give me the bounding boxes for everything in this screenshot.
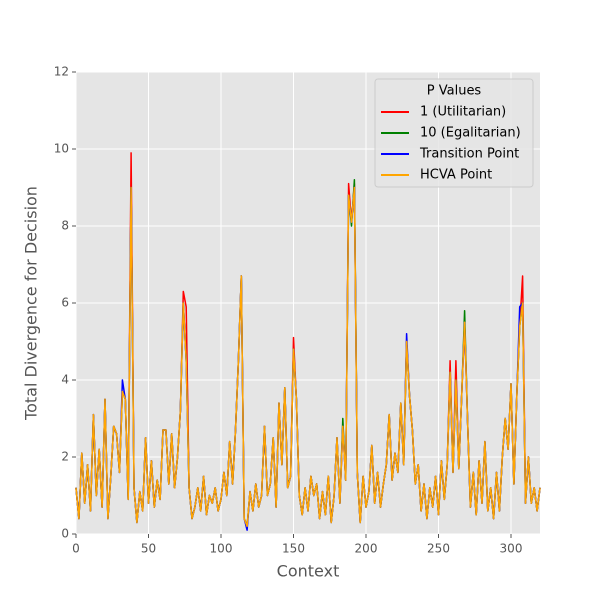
y-tick-label: 8: [61, 219, 69, 233]
y-tick-label: 2: [61, 450, 69, 464]
legend: P Values 1 (Utilitarian) 10 (Egalitarian)…: [374, 78, 534, 188]
y-tick-label: 0: [61, 527, 69, 541]
series-line: [75, 186, 541, 528]
legend-label: HCVA Point: [420, 168, 492, 183]
x-tick-label: 50: [141, 542, 156, 556]
x-tick-label: 150: [282, 542, 305, 556]
y-tick-label: 10: [54, 142, 69, 156]
x-tick-label: 300: [500, 542, 523, 556]
x-axis-label: Context: [277, 562, 340, 581]
legend-box: [374, 78, 534, 188]
x-tick-label: 100: [210, 542, 233, 556]
ticks: 0 50 100 150 200 250 300 0 2 4 6 8 10 12: [54, 65, 523, 556]
legend-label: 10 (Egalitarian): [420, 126, 521, 141]
x-tick-label: 0: [72, 542, 80, 556]
y-tick-label: 4: [61, 373, 69, 387]
legend-label: 1 (Utilitarian): [420, 105, 506, 120]
y-axis-label: Total Divergence for Decision: [22, 186, 41, 421]
legend-title: P Values: [427, 84, 482, 99]
x-tick-label: 200: [355, 542, 378, 556]
legend-label: Transition Point: [419, 147, 519, 162]
lines: [75, 152, 541, 531]
y-tick-label: 6: [61, 296, 69, 310]
y-tick-label: 12: [54, 65, 69, 79]
x-tick-label: 250: [427, 542, 450, 556]
